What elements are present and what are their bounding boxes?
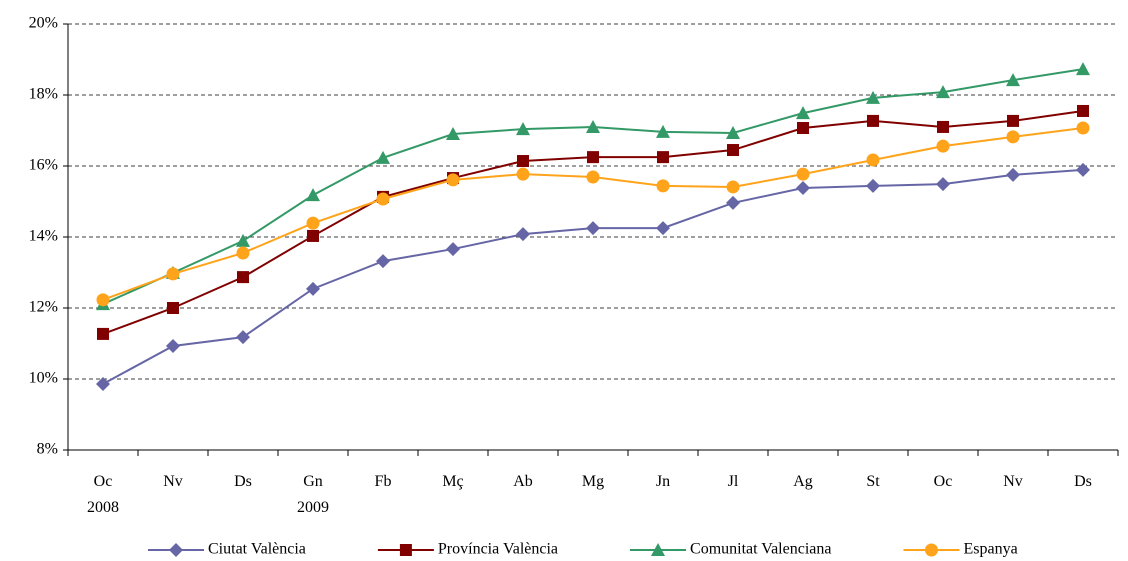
marker	[937, 120, 949, 133]
y-tick-label: 10%	[29, 370, 58, 387]
marker	[796, 106, 810, 120]
marker	[306, 188, 320, 202]
marker	[656, 124, 670, 138]
marker	[376, 192, 390, 206]
marker	[726, 195, 740, 210]
x-tick-label: St	[866, 473, 880, 490]
x-tick-label: Mg	[581, 473, 605, 490]
series-line	[102, 168, 1084, 385]
x-tick-label: Ds	[1074, 473, 1092, 490]
marker	[651, 543, 666, 556]
y-tick-label: 8%	[37, 441, 58, 458]
marker	[867, 114, 879, 127]
y-tick-label: 12%	[29, 299, 58, 316]
x-tick-label: Jn	[655, 473, 671, 490]
marker	[96, 293, 110, 307]
x-tick-label: Oc 2008	[87, 473, 119, 516]
x-tick-label: Gn 2009	[297, 473, 329, 516]
marker	[866, 90, 880, 104]
marker	[376, 254, 390, 269]
marker	[446, 173, 460, 187]
marker	[586, 119, 600, 133]
marker	[727, 144, 739, 157]
marker	[936, 85, 950, 99]
marker	[517, 155, 529, 168]
marker	[169, 543, 183, 557]
marker	[516, 122, 530, 136]
marker	[797, 122, 809, 135]
legend-label: Província València	[438, 541, 558, 558]
marker	[586, 221, 600, 236]
marker	[866, 178, 880, 193]
marker	[936, 139, 950, 153]
marker	[307, 229, 319, 242]
x-tick-label: Nv	[163, 473, 183, 490]
x-tick-label: Mç	[442, 473, 464, 490]
marker	[306, 216, 320, 230]
marker	[657, 151, 669, 164]
marker	[1076, 121, 1090, 135]
x-tick-label: Oc	[933, 473, 953, 490]
marker	[446, 127, 460, 141]
x-tick-label: Ab	[513, 473, 533, 490]
y-tick-label: 14%	[29, 228, 58, 245]
legend-label: Espanya	[963, 541, 1017, 558]
y-tick-label: 16%	[29, 157, 58, 174]
legend-label: Comunitat Valenciana	[690, 541, 831, 558]
x-tick-label: Nv	[1003, 473, 1023, 490]
marker	[1076, 62, 1090, 76]
x-tick-label: Fb	[374, 473, 392, 490]
marker	[1076, 162, 1090, 177]
x-tick-label: Jl	[727, 473, 739, 490]
marker	[306, 281, 320, 296]
marker	[656, 221, 670, 236]
marker	[796, 167, 810, 181]
marker	[376, 150, 390, 164]
marker	[237, 271, 249, 284]
marker	[516, 167, 530, 181]
marker	[97, 327, 109, 340]
marker	[1077, 104, 1089, 117]
marker	[936, 177, 950, 192]
marker	[236, 246, 250, 260]
marker	[1006, 73, 1020, 87]
marker	[726, 180, 740, 194]
marker	[399, 544, 412, 556]
marker	[1006, 167, 1020, 182]
marker	[726, 125, 740, 139]
x-tick-label: Ds	[234, 473, 252, 490]
legend-label: Ciutat València	[208, 541, 306, 558]
marker	[796, 181, 810, 196]
marker	[166, 338, 180, 353]
y-tick-label: 18%	[29, 86, 58, 103]
marker	[236, 233, 250, 247]
marker	[924, 543, 938, 557]
marker	[236, 330, 250, 345]
marker	[96, 376, 110, 391]
marker	[866, 153, 880, 167]
marker	[1006, 130, 1020, 144]
marker	[446, 242, 460, 257]
series-line	[102, 68, 1084, 306]
x-tick-label: Ag	[793, 473, 813, 490]
marker	[587, 151, 599, 164]
marker	[656, 179, 670, 193]
y-tick-label: 20%	[29, 15, 58, 32]
marker	[1007, 114, 1019, 127]
marker	[586, 170, 600, 184]
marker	[167, 302, 179, 314]
marker	[516, 227, 530, 242]
marker	[166, 267, 180, 281]
